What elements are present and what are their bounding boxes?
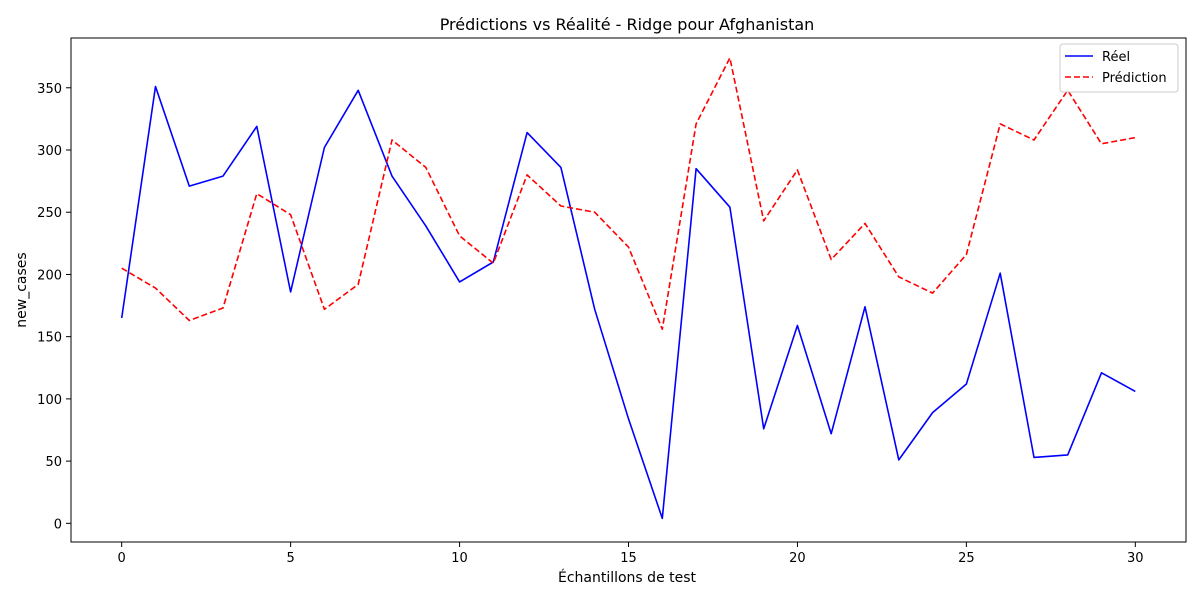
- x-tick-label: 30: [1127, 551, 1144, 566]
- series-line-reel: [120, 85, 1136, 520]
- series-lines: [120, 57, 1136, 520]
- legend-label: Réel: [1102, 50, 1130, 65]
- legend-label: Prédiction: [1102, 71, 1167, 86]
- legend: Réel Prédiction: [1059, 43, 1179, 93]
- y-axis-label: new_cases: [14, 252, 30, 327]
- x-tick-label: 10: [451, 551, 468, 566]
- x-tick-label: 15: [620, 551, 637, 566]
- x-tick-label: 5: [286, 551, 294, 566]
- x-tick-label: 0: [118, 551, 126, 566]
- y-tick-label: 350: [37, 82, 62, 97]
- y-tick-label: 100: [37, 393, 62, 408]
- x-tick-label: 20: [789, 551, 806, 566]
- chart-title: Prédictions vs Réalité - Ridge pour Afgh…: [440, 15, 815, 34]
- series-line-prediction: [121, 57, 1136, 331]
- y-tick-label: 300: [37, 144, 62, 159]
- y-tick-label: 0: [54, 517, 62, 532]
- x-axis-label: Échantillons de test: [558, 569, 697, 586]
- x-tick-label: 25: [958, 551, 975, 566]
- y-tick-label: 150: [37, 331, 62, 346]
- plot-area: [70, 37, 1187, 543]
- y-tick-label: 50: [45, 455, 62, 470]
- plot-frame: [70, 37, 1187, 543]
- y-tick-label: 250: [37, 206, 62, 221]
- y-tick-label: 200: [37, 268, 62, 283]
